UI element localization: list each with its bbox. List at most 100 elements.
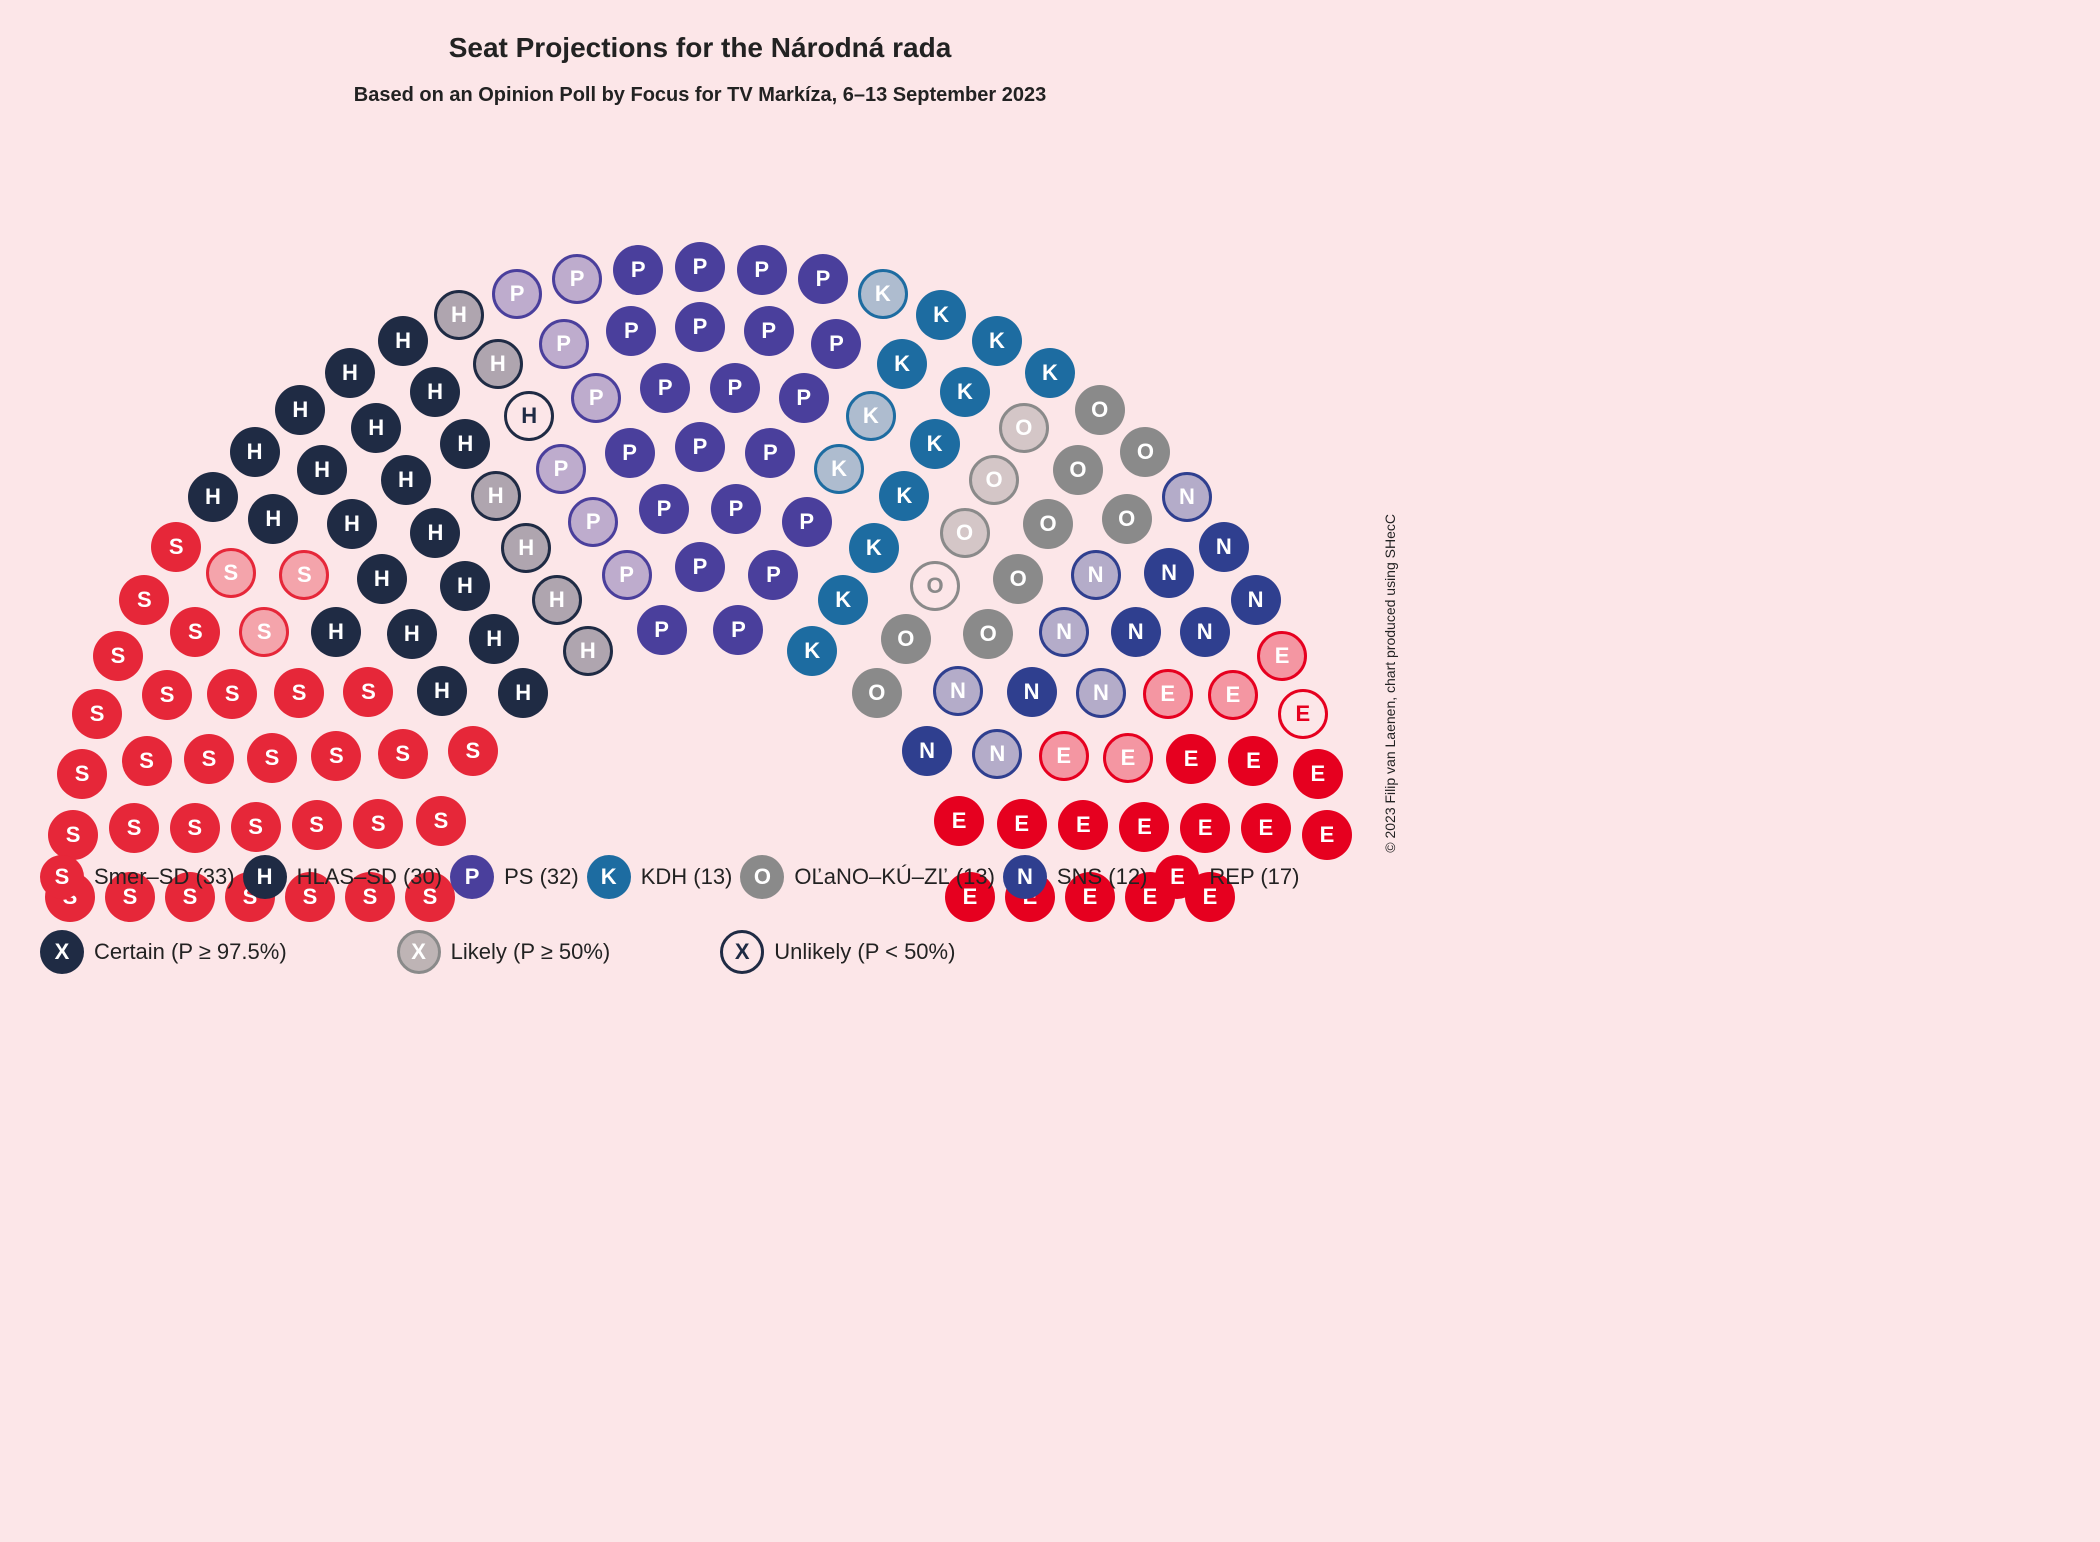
seat: K (849, 523, 899, 573)
seat: H (351, 403, 401, 453)
seat: N (933, 666, 983, 716)
seat: O (1023, 499, 1073, 549)
seat: P (737, 245, 787, 295)
legend-label: PS (32) (504, 864, 579, 890)
seat: K (877, 339, 927, 389)
seat: H (297, 445, 347, 495)
seat: H (311, 607, 361, 657)
seat: O (910, 561, 960, 611)
seat: S (353, 799, 403, 849)
seat: H (387, 609, 437, 659)
seat: S (239, 607, 289, 657)
seat: P (782, 497, 832, 547)
seat: S (311, 731, 361, 781)
seat: S (170, 803, 220, 853)
seat: H (501, 523, 551, 573)
seat: H (248, 494, 298, 544)
legend-label: Unlikely (P < 50%) (774, 939, 955, 965)
legend-party-item: EREP (17) (1155, 855, 1299, 899)
seat: N (1039, 607, 1089, 657)
seat: P (748, 550, 798, 600)
seat: H (417, 666, 467, 716)
legend-party-item: PPS (32) (450, 855, 579, 899)
seat: S (207, 669, 257, 719)
seat: K (814, 444, 864, 494)
seat: O (1075, 385, 1125, 435)
seat: N (1076, 668, 1126, 718)
seat: S (206, 548, 256, 598)
seat: E (997, 799, 1047, 849)
seat: S (416, 796, 466, 846)
seat: S (119, 575, 169, 625)
legend-swatch: S (40, 855, 84, 899)
seat: O (1053, 445, 1103, 495)
seat: N (1144, 548, 1194, 598)
seat: H (440, 561, 490, 611)
seat: S (292, 800, 342, 850)
legend-parties: SSmer–SD (33)HHLAS–SD (30)PPS (32)KKDH (… (40, 855, 1360, 899)
legend-swatch: H (243, 855, 287, 899)
seat: H (440, 419, 490, 469)
seat: P (606, 306, 656, 356)
seat: O (993, 554, 1043, 604)
seat: P (675, 542, 725, 592)
legend-label: Likely (P ≥ 50%) (451, 939, 611, 965)
legend-swatch: X (397, 930, 441, 974)
seat: P (602, 550, 652, 600)
seat: O (963, 609, 1013, 659)
seat: S (72, 689, 122, 739)
seat: E (1103, 733, 1153, 783)
legend-swatch: K (587, 855, 631, 899)
legend-certainty: X Certain (P ≥ 97.5%) X Likely (P ≥ 50%) XUn… (40, 930, 1360, 974)
seat: P (744, 306, 794, 356)
seat: K (940, 367, 990, 417)
seat: E (1119, 802, 1169, 852)
seat: K (916, 290, 966, 340)
legend-swatch: X (40, 930, 84, 974)
seat: P (536, 444, 586, 494)
seat: H (471, 471, 521, 521)
seat: O (881, 614, 931, 664)
seat: P (539, 319, 589, 369)
chart-title: Seat Projections for the Národná rada (0, 0, 1400, 64)
seat: P (639, 484, 689, 534)
seat: S (142, 670, 192, 720)
seat: S (247, 733, 297, 783)
seat: S (93, 631, 143, 681)
seat: K (858, 269, 908, 319)
seat: P (745, 428, 795, 478)
seat: E (1257, 631, 1307, 681)
seat: P (711, 484, 761, 534)
legend-swatch: E (1155, 855, 1199, 899)
seat: E (1293, 749, 1343, 799)
seat: E (1241, 803, 1291, 853)
legend-certainty-item: X Certain (P ≥ 97.5%) (40, 930, 287, 974)
seat: P (779, 373, 829, 423)
legend-label: SNS (12) (1057, 864, 1147, 890)
seat: K (818, 575, 868, 625)
legend-party-item: NSNS (12) (1003, 855, 1147, 899)
legend-certainty-item: XUnlikely (P < 50%) (720, 930, 955, 974)
seat: S (343, 667, 393, 717)
copyright-text: © 2023 Filip van Laenen, chart produced … (1382, 514, 1398, 853)
seat: H (504, 391, 554, 441)
seat: P (675, 422, 725, 472)
seat: P (811, 319, 861, 369)
legend-label: Certain (P ≥ 97.5%) (94, 939, 287, 965)
seat: O (999, 403, 1049, 453)
seat: H (327, 499, 377, 549)
seat: N (1231, 575, 1281, 625)
seat: E (1039, 731, 1089, 781)
seat: S (448, 726, 498, 776)
seat: N (972, 729, 1022, 779)
seat: E (1208, 670, 1258, 720)
seat: P (492, 269, 542, 319)
seat: P (552, 254, 602, 304)
seat: N (902, 726, 952, 776)
seat: P (710, 363, 760, 413)
seat: E (1166, 734, 1216, 784)
seat: O (1102, 494, 1152, 544)
seat: K (910, 419, 960, 469)
seat: H (230, 427, 280, 477)
seat: K (879, 471, 929, 521)
